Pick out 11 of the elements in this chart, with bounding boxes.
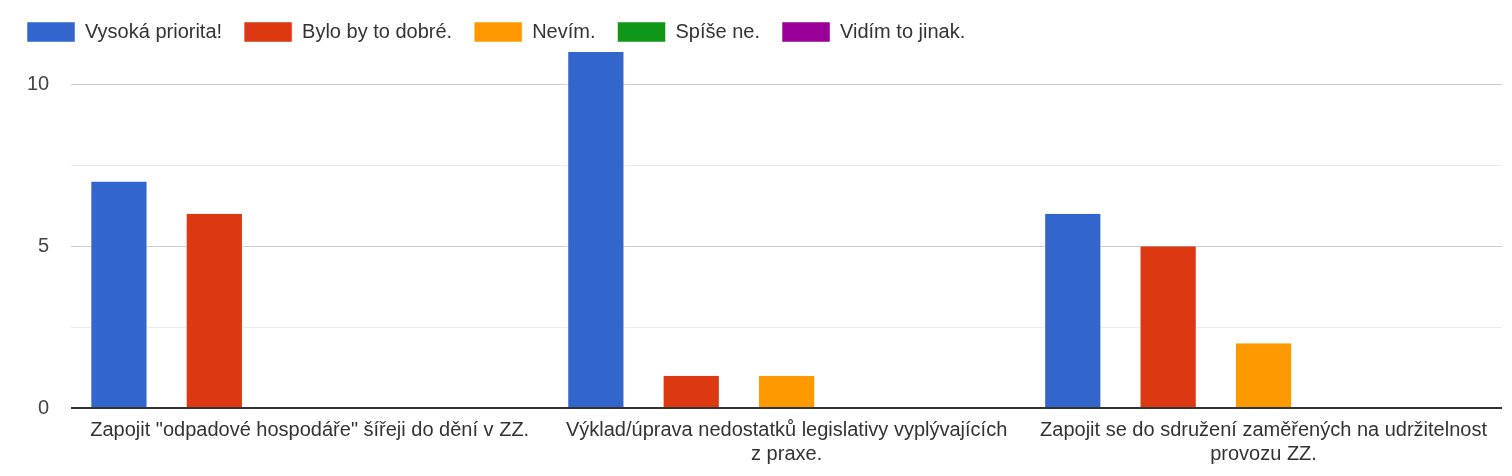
legend-label: Nevím. [532, 19, 596, 42]
y-tick-label: 10 [27, 71, 50, 94]
y-tick-label: 0 [38, 395, 50, 418]
legend-label: Vidím to jinak. [840, 19, 966, 42]
x-tick-label: Zapojit "odpadové hospodáře" šířeji do dění v ZZ. [90, 417, 530, 440]
legend-label: Vysoká priorita! [85, 19, 223, 42]
legend-label: Bylo by to dobré. [302, 19, 453, 42]
y-tick-label: 5 [38, 233, 50, 256]
x-tick-label: Výklad/úprava nedostatků legislativy vyplývajících z praxe. [565, 417, 1008, 464]
x-tick-label: Zapojit se do sdružení zaměřených na udržitelnost provozu ZZ. [1040, 417, 1488, 464]
legend-label: Spíše ne. [675, 19, 761, 42]
